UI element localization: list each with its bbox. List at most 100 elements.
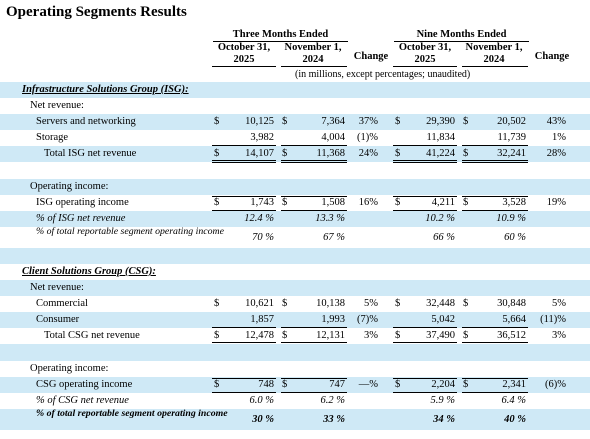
value-cell: 60 %	[504, 231, 526, 243]
currency-symbol: $	[214, 148, 220, 160]
value-cell: 66 %	[433, 231, 455, 243]
cell-overline	[281, 195, 347, 197]
row-label: Net revenue:	[30, 282, 84, 294]
value-cell: 2,204	[431, 378, 455, 390]
value-cell: 1,857	[250, 314, 274, 326]
change-cell: 37%	[358, 116, 378, 128]
value-cell: 37,490	[426, 330, 455, 342]
value-cell: 41,224	[426, 148, 455, 160]
change-cell: —%	[358, 378, 378, 390]
spacer-row	[0, 162, 590, 178]
row-label: % of total reportable segment operating …	[36, 407, 228, 419]
cell-underline	[281, 145, 347, 147]
cell-overline	[212, 377, 276, 379]
value-cell: 70 %	[252, 231, 274, 243]
cell-overline	[281, 377, 347, 379]
value-cell: 29,390	[426, 116, 455, 128]
currency-symbol: $	[395, 116, 401, 128]
change-cell: (6)%	[545, 378, 566, 390]
value-cell: 5,042	[431, 314, 455, 326]
table-row: Commercial $10,621 $10,138 5% $32,448 $30,848…	[0, 296, 590, 312]
cell-overline	[393, 195, 457, 197]
value-cell: 4,004	[321, 132, 345, 144]
change-cell: 28%	[546, 148, 566, 160]
value-cell: 4,211	[431, 196, 455, 208]
header-three-months-rule	[213, 41, 348, 42]
section-title: Infrastructure Solutions Group (ISG):	[22, 84, 189, 95]
value-cell: 3,528	[502, 196, 526, 208]
row-label: Total ISG net revenue	[44, 148, 137, 160]
currency-symbol: $	[214, 330, 220, 342]
change-cell: 19%	[546, 196, 566, 208]
cell-underline	[212, 327, 276, 329]
table-row: Consumer 1,857 1,993 (7)% 5,042 5,664 (11)%	[0, 312, 590, 329]
cell-overline	[462, 377, 528, 379]
cell-underline	[393, 209, 457, 211]
cell-underline	[281, 209, 347, 211]
change-cell: 3%	[552, 330, 566, 342]
row-label: Net revenue:	[30, 100, 84, 112]
header-q-prior: November 1, 2024	[278, 42, 348, 65]
table-row: % of CSG net revenue 6.0 % 6.2 % 5.9 % 6.4 %	[0, 393, 590, 409]
table-row: % of total reportable segment operating …	[0, 226, 590, 248]
value-cell: 1,743	[250, 196, 274, 208]
table-row: Total ISG net revenue $14,107 $11,368 24% $4…	[0, 146, 590, 164]
table-row: Net revenue:	[0, 280, 590, 297]
double-underline-bottom	[462, 162, 528, 164]
value-cell: 13.3 %	[315, 212, 345, 224]
change-cell: 1%	[552, 132, 566, 144]
table-row: Total CSG net revenue $12,478 $12,131 3% $37…	[0, 328, 590, 346]
currency-symbol: $	[214, 196, 220, 208]
table-row: % of total reportable segment operating …	[0, 407, 590, 430]
double-underline-bottom	[281, 162, 347, 164]
value-cell: 10,138	[316, 298, 345, 310]
value-cell: 1,508	[321, 196, 345, 208]
spacer-row	[0, 344, 590, 361]
cell-underline	[393, 327, 457, 329]
header-ytd-current-line1: October 31,	[398, 42, 452, 53]
value-cell: 12.4 %	[244, 212, 274, 224]
value-cell: 32,241	[497, 148, 526, 160]
header-ytd-prior: November 1, 2024	[459, 42, 529, 65]
value-cell: 6.4 %	[501, 394, 527, 406]
double-underline-top	[212, 160, 276, 162]
cell-underline	[281, 391, 347, 393]
currency-symbol: $	[463, 330, 469, 342]
double-underline-top	[281, 342, 347, 344]
currency-symbol: $	[214, 378, 220, 390]
currency-symbol: $	[282, 378, 288, 390]
header-ytd-prior-line1: November 1,	[465, 42, 523, 53]
value-cell: 747	[329, 378, 345, 390]
value-cell: 12,478	[245, 330, 274, 342]
change-cell: 24%	[358, 148, 378, 160]
units-note: (in millions, except percentages; unaudi…	[295, 69, 471, 80]
currency-symbol: $	[463, 116, 469, 128]
row-label: Total CSG net revenue	[44, 330, 140, 342]
section-title: Client Solutions Group (CSG):	[22, 265, 156, 277]
change-cell: (7)%	[357, 314, 378, 326]
cell-underline	[462, 327, 528, 329]
change-cell: (1)%	[357, 132, 378, 144]
value-cell: 11,368	[316, 148, 346, 160]
row-label: Commercial	[36, 298, 88, 310]
value-cell: 6.0 %	[249, 394, 275, 406]
cell-underline	[393, 391, 457, 393]
header-q-current-line1: October 31,	[217, 42, 271, 53]
currency-symbol: $	[463, 196, 469, 208]
table-row: Net revenue:	[0, 98, 590, 114]
row-label: Servers and networking	[36, 116, 136, 128]
header-q-current-line2: 2025	[233, 53, 255, 65]
double-underline-bottom	[212, 162, 276, 164]
currency-symbol: $	[282, 298, 288, 310]
currency-symbol: $	[282, 116, 288, 128]
cell-underline	[462, 145, 528, 147]
row-label: Storage	[36, 132, 69, 144]
value-cell: 11,739	[497, 132, 527, 144]
value-cell: 10,621	[245, 298, 274, 310]
cell-underline	[212, 209, 276, 211]
value-cell: 20,502	[497, 116, 526, 128]
value-cell: 6.2 %	[320, 394, 346, 406]
header-ytd-change: Change	[534, 51, 570, 62]
header-q-prior-line2: 2024	[302, 53, 324, 65]
